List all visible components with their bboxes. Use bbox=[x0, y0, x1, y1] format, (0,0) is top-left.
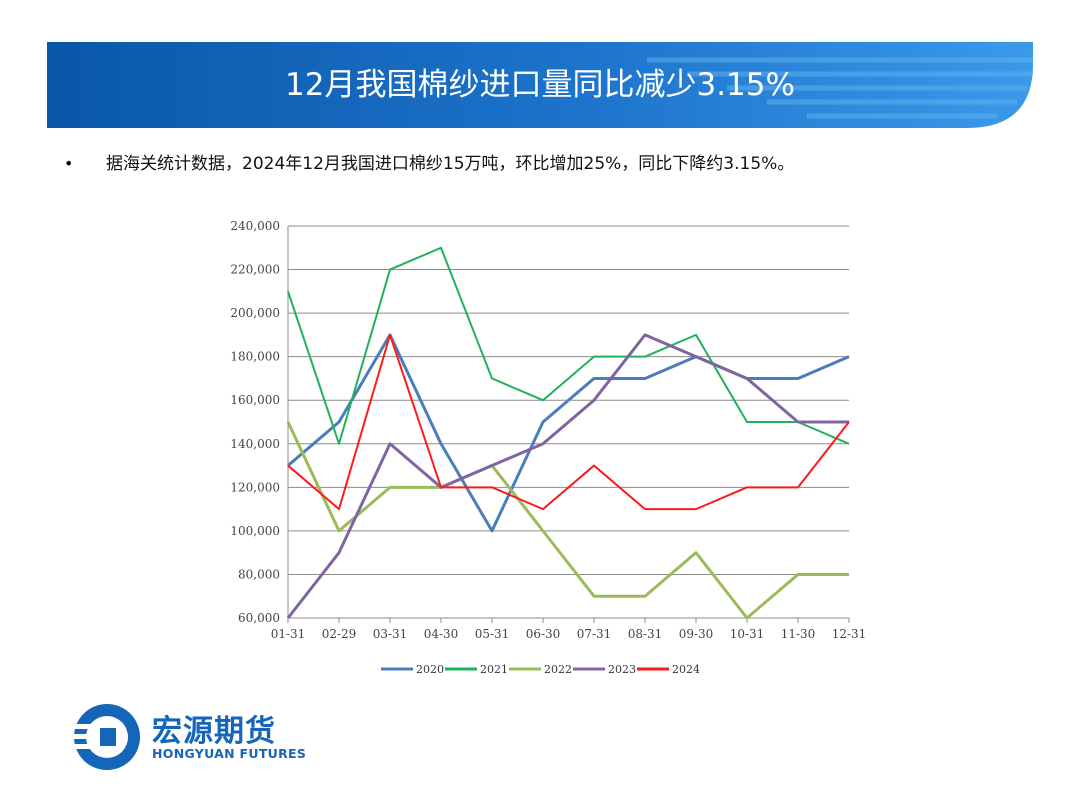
legend-label: 2024 bbox=[672, 663, 700, 676]
chart-series bbox=[286, 246, 850, 620]
x-tick-label: 01-31 bbox=[271, 627, 306, 641]
series-line-2020 bbox=[287, 333, 850, 533]
y-tick-label: 80,000 bbox=[238, 567, 280, 581]
company-logo: 宏源期货 HONGYUAN FUTURES bbox=[72, 702, 312, 774]
legend-label: 2023 bbox=[608, 663, 636, 676]
y-tick-label: 140,000 bbox=[230, 437, 280, 451]
title-banner: 12月我国棉纱进口量同比减少3.15% bbox=[47, 42, 1033, 128]
logo-name-cn: 宏源期货 bbox=[152, 714, 276, 749]
x-tick-label: 02-29 bbox=[322, 627, 357, 641]
x-tick-label: 12-31 bbox=[832, 627, 867, 641]
x-tick-label: 07-31 bbox=[577, 627, 612, 641]
logo-icon bbox=[72, 704, 140, 770]
title-banner-background bbox=[47, 42, 1033, 128]
legend-label: 2020 bbox=[416, 663, 444, 676]
legend-item-2022: 2022 bbox=[509, 663, 572, 676]
x-tick-label: 08-31 bbox=[628, 627, 663, 641]
chart-axes: 60,000 80,000 100,000 120,000 140,000 160,000… bbox=[230, 219, 866, 641]
legend-item-2021: 2021 bbox=[445, 663, 508, 676]
x-tick-label: 03-31 bbox=[373, 627, 408, 641]
y-tick-label: 240,000 bbox=[230, 219, 280, 233]
y-tick-label: 200,000 bbox=[230, 306, 280, 320]
y-tick-label: 160,000 bbox=[230, 393, 280, 407]
line-chart: 60,000 80,000 100,000 120,000 140,000 160,000… bbox=[230, 219, 866, 676]
legend-label: 2022 bbox=[544, 663, 572, 676]
series-line-2022 bbox=[286, 421, 849, 620]
x-tick-label: 06-30 bbox=[526, 627, 561, 641]
x-tick-label: 04-30 bbox=[424, 627, 459, 641]
y-tick-label: 120,000 bbox=[230, 480, 280, 494]
legend-item-2023: 2023 bbox=[573, 663, 636, 676]
y-tick-label: 220,000 bbox=[230, 263, 280, 277]
page-title: 12月我国棉纱进口量同比减少3.15% bbox=[285, 67, 795, 103]
x-tick-label: 05-31 bbox=[475, 627, 510, 641]
bullet-item: • 据海关统计数据，2024年12月我国进口棉纱15万吨，环比增加25%，同比下… bbox=[64, 150, 1044, 178]
legend-item-2024: 2024 bbox=[637, 663, 700, 676]
x-tick-label: 10-31 bbox=[730, 627, 765, 641]
legend-label: 2021 bbox=[480, 663, 508, 676]
chart-legend: 2020 2021 2022 2023 2024 bbox=[381, 663, 700, 676]
y-tick-label: 100,000 bbox=[230, 524, 280, 538]
series-line-2023 bbox=[286, 333, 849, 619]
x-tick-label: 11-30 bbox=[781, 627, 816, 641]
logo-name-en: HONGYUAN FUTURES bbox=[152, 746, 307, 761]
legend-item-2020: 2020 bbox=[381, 663, 444, 676]
bullet-marker: • bbox=[64, 154, 74, 173]
y-tick-label: 180,000 bbox=[230, 350, 280, 364]
series-line-2021 bbox=[287, 246, 850, 445]
x-tick-label: 09-30 bbox=[679, 627, 714, 641]
y-tick-label: 60,000 bbox=[238, 611, 280, 625]
series-line-2024 bbox=[287, 333, 850, 511]
bullet-text: 据海关统计数据，2024年12月我国进口棉纱15万吨，环比增加25%，同比下降约… bbox=[106, 154, 795, 174]
